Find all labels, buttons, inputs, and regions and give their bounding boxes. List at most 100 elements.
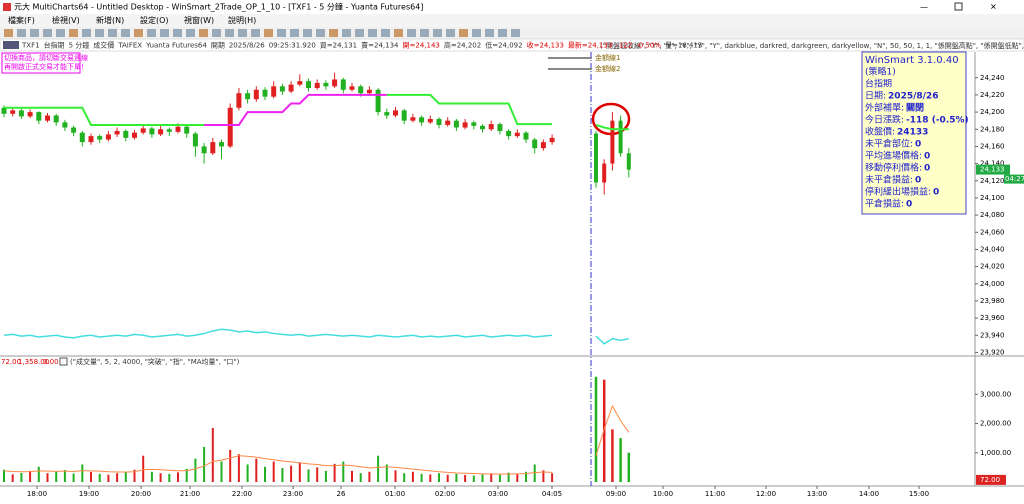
toolbar-button[interactable] [381,29,390,37]
candle-body [514,132,520,137]
volume-bar [150,471,153,482]
toolbar-button[interactable] [355,29,364,37]
price-tag-bg [976,164,1010,175]
toolbar-button[interactable] [290,29,299,37]
toolbar-button[interactable] [95,29,104,37]
menu-item[interactable]: 視窗(W) [184,15,214,25]
toolbar-button[interactable] [238,29,247,37]
toolbar-button[interactable] [277,29,286,37]
toolbar-button[interactable] [173,29,182,37]
quote-item: -0.50% [636,42,661,50]
candle-body [358,86,364,94]
x-tick-label: 09:00 [606,490,626,498]
toolbar-button[interactable] [147,29,156,37]
volume-bar [185,468,188,482]
x-tick-label: 11:00 [705,490,725,498]
candle-body [201,146,207,154]
toolbar-button[interactable] [212,29,221,37]
toolbar-button[interactable] [69,29,78,37]
volume-bar [481,474,484,482]
toolbar-button[interactable] [160,29,169,37]
menu-item[interactable]: 說明(H) [228,15,256,25]
menu-item[interactable]: 設定(O) [140,15,169,25]
candle-body [314,82,320,89]
toolbar-button[interactable] [56,29,65,37]
volume-bar [133,469,136,482]
toolbar-button[interactable] [420,29,429,37]
y-tick-label: 24,120 [980,177,1005,185]
toolbar-button[interactable] [316,29,325,37]
toolbar-button[interactable] [82,29,91,37]
volume-bar [368,471,371,482]
toolbar-button[interactable] [303,29,312,37]
candle-body [97,136,103,140]
stop-line [595,124,629,131]
volume-bar [342,461,345,482]
toolbar-button[interactable] [121,29,130,37]
toolbar-button[interactable] [134,29,143,37]
volume-header: 0.00 [43,358,59,366]
volume-bar [229,449,232,482]
close[interactable]: ✕ [990,3,997,12]
toolbar-button[interactable] [342,29,351,37]
maximize[interactable] [954,2,963,11]
volume-bar [63,470,66,482]
toolbar-button[interactable] [186,29,195,37]
close-indicator[interactable] [59,357,68,366]
toolbar-button[interactable] [472,29,481,37]
toolbar-button[interactable] [498,29,507,37]
toolbar-button[interactable] [459,29,468,37]
toolbar-button[interactable] [199,29,208,37]
menu-item[interactable]: 新增(N) [96,15,124,25]
y-tick-label: 24,060 [980,228,1005,236]
toolbar-button[interactable] [225,29,234,37]
candle-body [419,117,425,123]
candle-body [271,86,277,97]
quote-item: 賣=24,134 [361,41,399,50]
toolbar-button[interactable] [368,29,377,37]
menu-item[interactable]: 檔案(F) [8,15,35,25]
menu-item[interactable]: 檢視(V) [52,15,80,25]
y-tick-label: 2,000.00 [980,420,1011,428]
app-icon [3,3,11,11]
info-value: 0 [924,164,930,174]
volume-bar [281,467,284,482]
info-line: WinSmart 3.1.0.40 [865,55,959,66]
toolbar-button[interactable] [251,29,260,37]
volume-bar [490,473,493,482]
toolbar-button[interactable] [485,29,494,37]
toolbar-button[interactable] [446,29,455,37]
strategy-params: ("開盤低收線", "Y", "Y", "Y", "Y", "Y", darkb… [600,41,1024,50]
minimize[interactable]: — [920,3,928,12]
candle-body [532,139,538,149]
volume-bar [255,458,258,482]
toolbar-button[interactable] [394,29,403,37]
candle-body [610,120,615,164]
toolbar-button[interactable] [407,29,416,37]
candle-body [219,142,224,147]
volume-header: 1,358.00 [18,358,49,366]
toolbar-button[interactable] [264,29,273,37]
y-tick-label: 24,040 [980,245,1005,253]
candle-body [445,120,451,125]
toolbar-button[interactable] [511,29,520,37]
toolbar-button[interactable] [30,29,39,37]
volume-tag-bg [976,474,1006,485]
toolbar-button[interactable] [4,29,13,37]
volume-bar [194,458,197,482]
toolbar-button[interactable] [329,29,338,37]
candle-body [323,82,329,87]
candle-body [288,84,294,92]
toolbar-button[interactable] [17,29,26,37]
quote-bar [0,38,1024,52]
volume-bar [264,466,266,482]
legend-text: 金額線2 [595,64,620,73]
y-tick-label: 23,980 [980,297,1005,305]
x-tick-label: 02:00 [435,490,455,498]
toolbar-button[interactable] [108,29,117,37]
candle-body [210,142,216,154]
x-tick-label: 14:00 [859,490,879,498]
toolbar-button[interactable] [43,29,52,37]
toolbar-button[interactable] [433,29,442,37]
